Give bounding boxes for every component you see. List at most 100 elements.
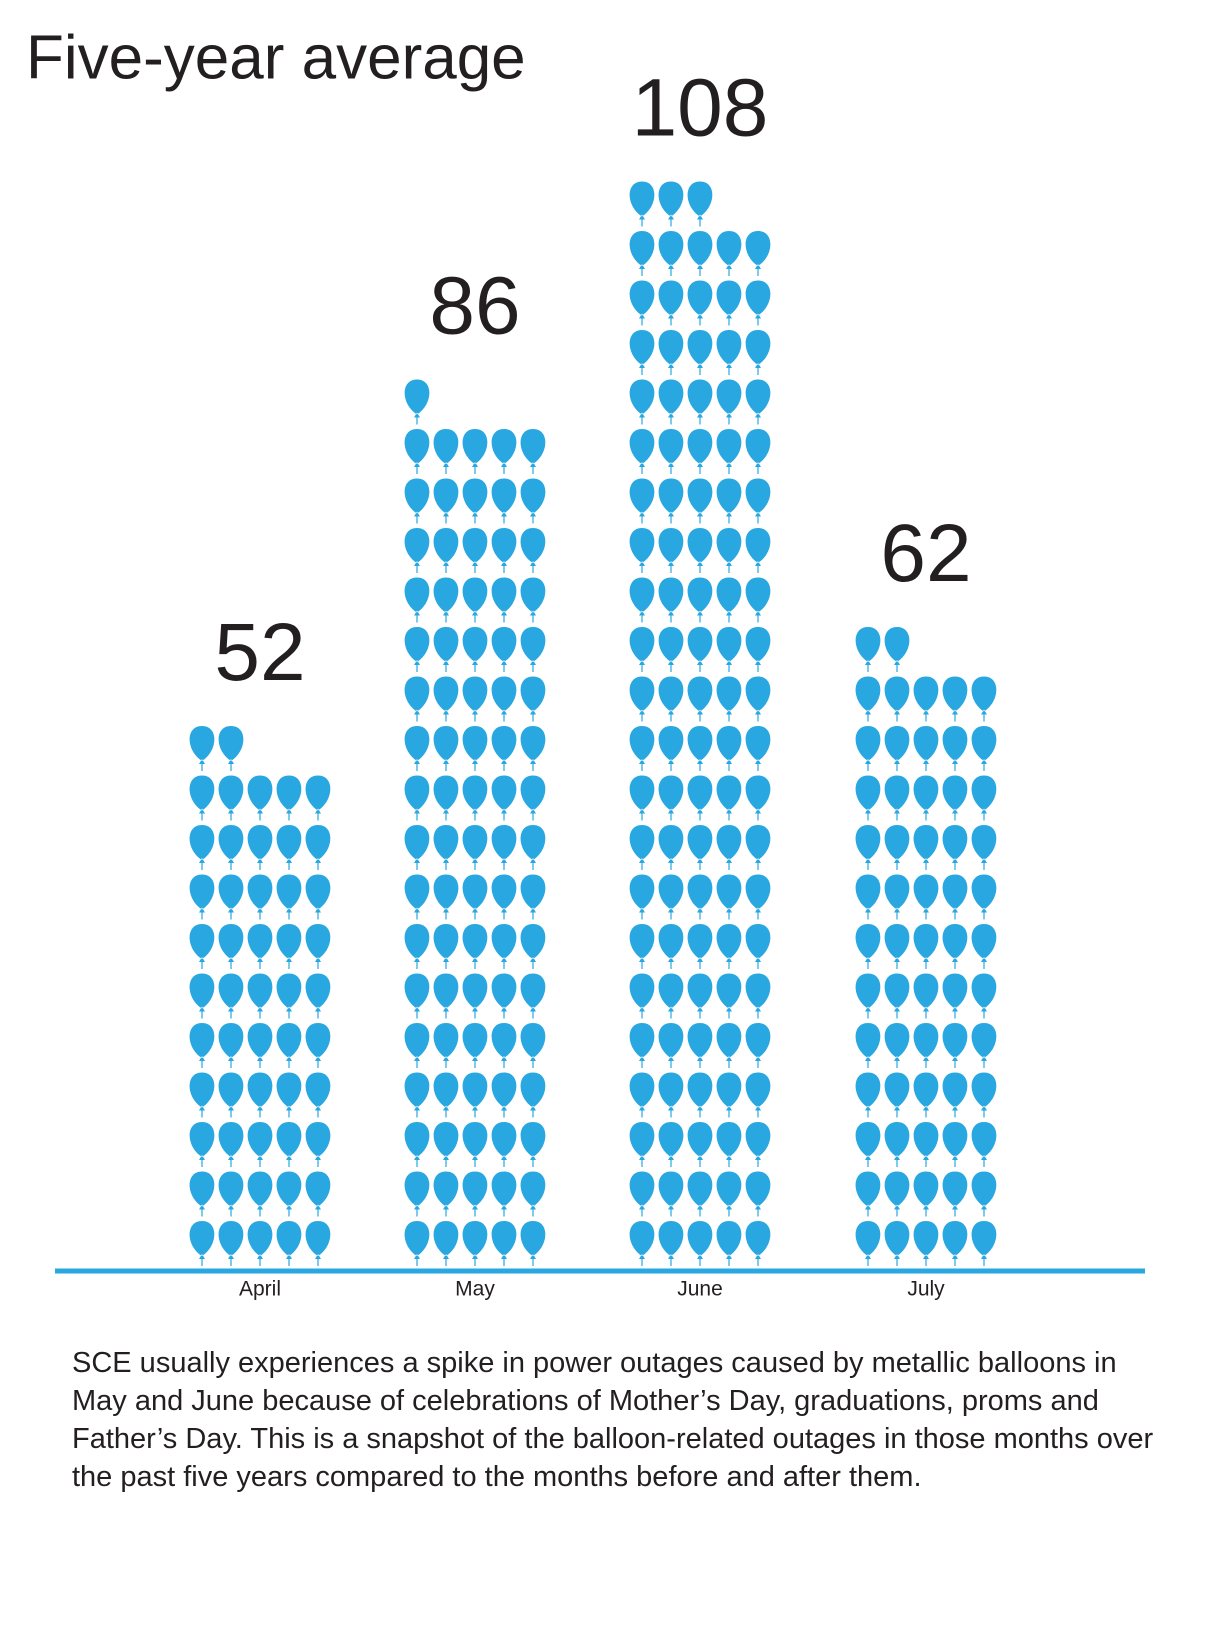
balloon	[276, 924, 302, 962]
balloon	[404, 676, 430, 715]
balloon	[855, 726, 881, 764]
balloon	[971, 1221, 997, 1259]
balloon	[687, 627, 713, 665]
balloon	[491, 874, 517, 913]
balloon	[462, 478, 488, 517]
balloon	[884, 825, 910, 863]
balloon	[716, 1122, 742, 1160]
balloon	[716, 726, 742, 764]
balloon	[629, 577, 655, 616]
balloon	[520, 528, 546, 566]
balloon	[462, 973, 488, 1012]
balloon	[305, 874, 331, 913]
balloon	[218, 973, 244, 1012]
balloon	[276, 1023, 302, 1061]
balloon	[629, 775, 655, 814]
balloon	[629, 379, 655, 418]
balloon	[658, 280, 684, 319]
balloon	[218, 1221, 244, 1259]
balloon	[433, 924, 459, 962]
x-tick-label: July	[907, 1278, 945, 1301]
chart-note: SCE usually experiences a spike in power…	[72, 1347, 1154, 1493]
balloon	[687, 1023, 713, 1061]
balloon	[404, 528, 430, 566]
balloon	[629, 231, 655, 269]
balloon	[247, 924, 273, 962]
balloon	[218, 924, 244, 962]
balloon	[687, 429, 713, 467]
balloon	[745, 1171, 771, 1210]
balloon	[247, 1122, 273, 1160]
balloon	[491, 825, 517, 863]
balloon	[913, 726, 939, 764]
balloon	[629, 874, 655, 913]
balloon	[520, 973, 546, 1012]
balloon	[404, 478, 430, 517]
balloon	[629, 1023, 655, 1061]
balloon	[687, 874, 713, 913]
balloon-stack	[629, 181, 771, 1266]
balloon	[687, 775, 713, 814]
balloon	[913, 775, 939, 814]
balloon	[491, 1171, 517, 1210]
balloon	[745, 280, 771, 319]
balloon	[520, 1122, 546, 1160]
balloon	[942, 775, 968, 814]
balloon	[745, 825, 771, 863]
balloon	[433, 478, 459, 517]
chart-title: Five-year average	[26, 23, 526, 92]
balloon	[433, 775, 459, 814]
balloon	[404, 627, 430, 665]
balloon	[189, 973, 215, 1012]
balloon	[884, 1122, 910, 1160]
balloon	[629, 1122, 655, 1160]
balloon	[855, 973, 881, 1012]
balloon	[716, 330, 742, 368]
balloon	[913, 825, 939, 863]
balloon	[658, 1072, 684, 1111]
balloon	[687, 478, 713, 517]
balloon	[687, 973, 713, 1012]
balloon	[433, 726, 459, 764]
balloon	[913, 676, 939, 715]
balloon	[687, 577, 713, 616]
balloon	[433, 676, 459, 715]
balloon	[462, 1122, 488, 1160]
balloon	[276, 1072, 302, 1111]
balloon	[491, 528, 517, 566]
balloon	[971, 676, 997, 715]
balloon	[433, 825, 459, 863]
balloon	[971, 825, 997, 863]
balloon	[433, 1221, 459, 1259]
balloon	[745, 478, 771, 517]
balloon	[433, 874, 459, 913]
balloon	[218, 874, 244, 913]
balloon	[716, 874, 742, 913]
balloon	[462, 1171, 488, 1210]
balloon	[433, 973, 459, 1012]
balloon	[716, 973, 742, 1012]
balloon	[942, 924, 968, 962]
balloon	[433, 577, 459, 616]
balloon	[305, 1122, 331, 1160]
balloon	[462, 1072, 488, 1111]
balloon	[658, 379, 684, 418]
balloon	[855, 627, 881, 665]
value-label: 52	[214, 607, 305, 698]
balloon	[855, 924, 881, 962]
balloon	[884, 726, 910, 764]
balloon	[462, 874, 488, 913]
balloon	[247, 874, 273, 913]
balloon	[745, 627, 771, 665]
balloon	[404, 379, 430, 418]
balloon	[520, 825, 546, 863]
balloon	[189, 1122, 215, 1160]
balloon	[716, 528, 742, 566]
balloon	[520, 775, 546, 814]
balloon	[520, 676, 546, 715]
balloon	[971, 874, 997, 913]
balloon	[745, 924, 771, 962]
value-label: 108	[632, 63, 769, 154]
balloon	[971, 726, 997, 764]
